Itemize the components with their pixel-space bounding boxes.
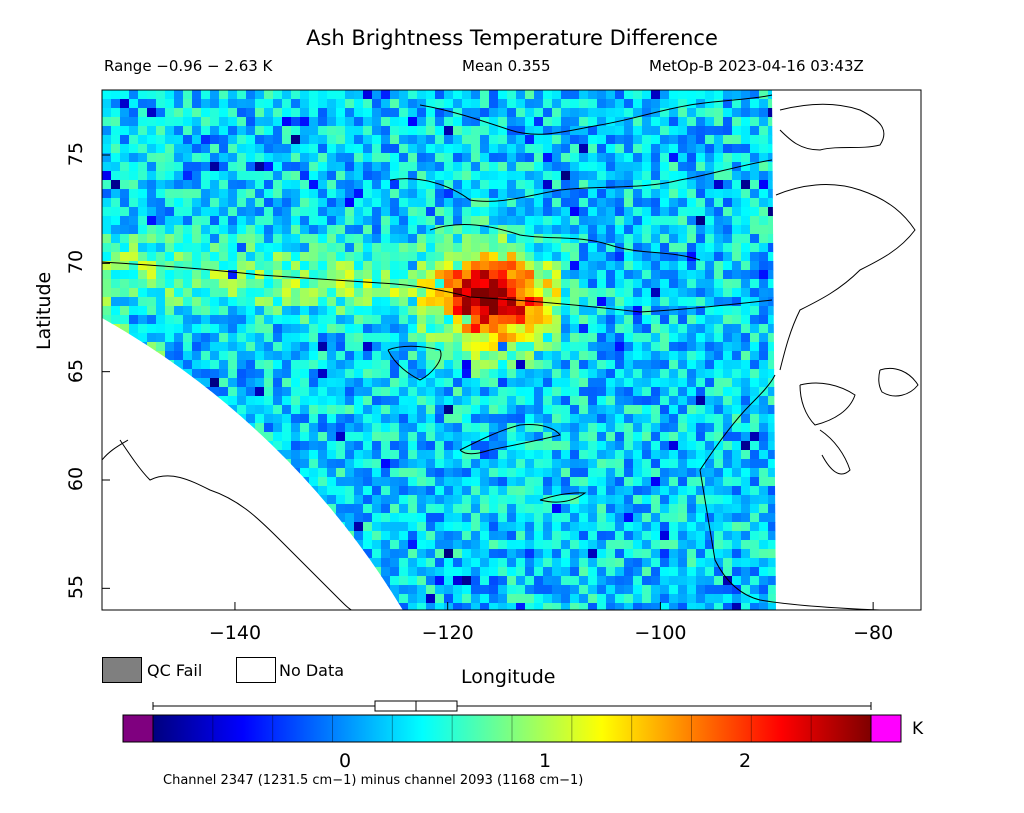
colorbar-tick-label: 2: [738, 750, 752, 772]
colorbar-tick-label: 0: [338, 750, 352, 772]
colorbar-under: [122, 714, 154, 743]
chart-title: Ash Brightness Temperature Difference: [306, 26, 718, 50]
y-tick-label: 75: [65, 141, 88, 167]
colorbar-unit: K: [912, 719, 924, 739]
no-data-swatch: [236, 657, 276, 683]
y-tick-label: 65: [65, 358, 88, 383]
colorbar-over: [870, 714, 902, 743]
plot-frame: [101, 89, 922, 611]
mean-readout: Mean 0.355: [462, 57, 551, 75]
qc-fail-swatch: [102, 657, 142, 683]
y-tick-label: 55: [65, 575, 88, 600]
y-axis-label: Latitude: [33, 271, 55, 350]
y-tick-label: 60: [65, 466, 88, 492]
x-tick-label: −100: [634, 622, 687, 644]
range-readout: Range −0.96 − 2.63 K: [104, 57, 273, 75]
colorbar-tick-label: 1: [538, 750, 552, 772]
colorbar-boxplot: [152, 700, 872, 712]
colorbar: [152, 714, 872, 743]
y-tick-label: 70: [65, 250, 88, 275]
brightness-heatmap: [102, 90, 776, 610]
no-data-label: No Data: [279, 661, 345, 680]
satellite-timestamp: MetOp-B 2023-04-16 03:43Z: [649, 57, 864, 75]
channel-footnote: Channel 2347 (1231.5 cm−1) minus channel…: [163, 773, 584, 788]
x-tick-label: −140: [208, 622, 262, 644]
qc-fail-label: QC Fail: [147, 661, 203, 680]
x-axis-label: Longitude: [461, 666, 556, 688]
x-tick-label: −80: [853, 622, 894, 644]
x-tick-label: −120: [421, 622, 474, 644]
coastlines: [102, 94, 919, 610]
